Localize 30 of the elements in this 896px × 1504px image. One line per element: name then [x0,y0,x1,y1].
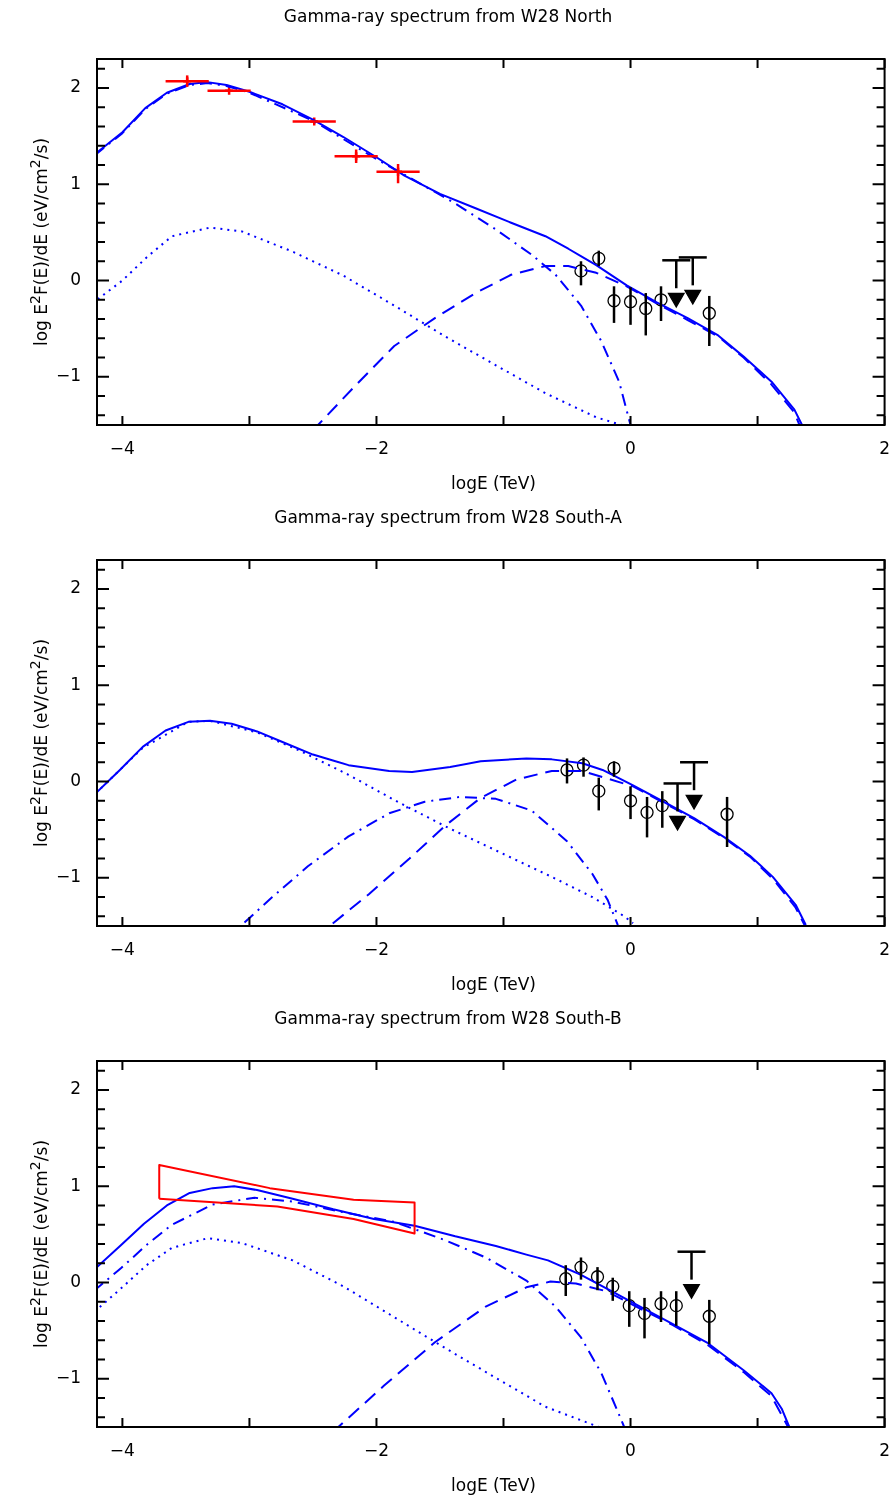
y-tick-label: 1 [70,1174,81,1195]
x-axis-title: logE (TeV) [450,973,537,996]
y-tick-label: 0 [70,268,81,289]
x-tick-label: −2 [363,1439,389,1460]
x-tick-label: 0 [625,437,636,458]
y-tick-label: 2 [70,76,81,97]
y-tick-label: −1 [55,1367,81,1388]
y-tick-label: 1 [70,172,81,193]
y-tick-label: −1 [55,866,81,887]
x-tick-label: −4 [109,938,135,959]
x-tick-label: 2 [879,1439,891,1460]
y-tick-label: 1 [70,673,81,694]
x-axis-title: logE (TeV) [450,1474,537,1497]
x-tick-label: 2 [879,938,891,959]
chart-title: Gamma-ray spectrum from W28 South-A [273,506,623,529]
x-tick-label: −2 [363,437,389,458]
x-tick-label: 2 [879,437,891,458]
y-tick-label: 0 [70,1270,81,1291]
x-tick-label: −4 [109,437,135,458]
chart-title: Gamma-ray spectrum from W28 North [282,5,614,28]
x-tick-label: 0 [625,938,636,959]
x-tick-label: −2 [363,938,389,959]
chart-title: Gamma-ray spectrum from W28 South-B [273,1007,623,1030]
x-tick-label: −4 [109,1439,135,1460]
y-tick-label: 0 [70,769,81,790]
y-tick-label: 2 [70,1078,81,1099]
x-axis-title: logE (TeV) [450,472,537,495]
y-tick-label: −1 [55,365,81,386]
y-tick-label: 2 [70,577,81,598]
x-tick-label: 0 [625,1439,636,1460]
